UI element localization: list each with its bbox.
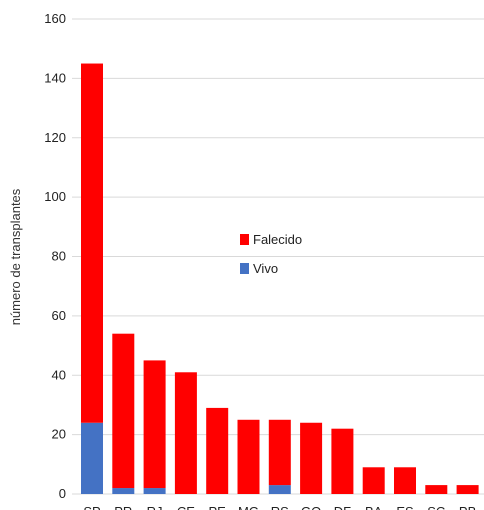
x-axis-categories: SP PR RJ CE PE MG RS GO DF BA ES SC PB	[83, 504, 476, 510]
bar-falecido-rj	[143, 360, 166, 489]
bar-falecido-pr	[112, 333, 135, 489]
y-tick-label: 80	[52, 249, 66, 264]
bar-falecido-pb	[456, 485, 479, 494]
legend-label-falecido: Falecido	[253, 232, 302, 247]
x-category-label: GO	[301, 504, 321, 510]
x-category-label: CE	[177, 504, 195, 510]
bar-falecido-mg	[237, 419, 260, 494]
y-axis-label: número de transplantes	[8, 188, 23, 325]
bar-falecido-pe	[206, 407, 229, 494]
bar-falecido-rs	[268, 419, 291, 486]
x-category-label: RJ	[147, 504, 163, 510]
bar-vivo-sp	[81, 422, 103, 494]
bar-falecido-sp	[81, 63, 103, 423]
x-category-label: DF	[334, 504, 351, 510]
y-tick-label: 140	[44, 70, 66, 85]
legend-swatch-falecido	[240, 234, 249, 245]
legend: Falecido Vivo	[240, 232, 302, 276]
bar-vivo-rs	[268, 485, 291, 494]
y-tick-label: 100	[44, 189, 66, 204]
y-tick-label: 160	[44, 11, 66, 26]
x-category-label: PB	[459, 504, 476, 510]
bar-falecido-ba	[362, 467, 385, 494]
x-category-label: PR	[114, 504, 132, 510]
x-category-label: SC	[427, 504, 445, 510]
y-tick-label: 60	[52, 308, 66, 323]
y-tick-label: 120	[44, 130, 66, 145]
x-category-label: MG	[238, 504, 259, 510]
bar-falecido-go	[300, 422, 323, 494]
y-tick-label: 40	[52, 367, 66, 382]
gridlines	[72, 18, 484, 495]
legend-label-vivo: Vivo	[253, 261, 278, 276]
x-category-label: SP	[83, 504, 100, 510]
y-axis-ticks: 0 20 40 60 80 100 120 140 160	[44, 11, 66, 501]
x-category-label: ES	[396, 504, 414, 510]
x-category-label: RS	[271, 504, 289, 510]
bars	[81, 63, 479, 494]
bar-vivo-pr	[112, 488, 135, 494]
bar-falecido-ce	[174, 372, 197, 494]
bar-falecido-es	[394, 467, 416, 494]
x-category-label: BA	[365, 504, 383, 510]
y-tick-label: 0	[59, 486, 66, 501]
x-category-label: PE	[209, 504, 227, 510]
bar-falecido-df	[331, 428, 354, 494]
legend-swatch-vivo	[240, 263, 249, 274]
bar-vivo-rj	[143, 488, 166, 494]
y-tick-label: 20	[52, 427, 66, 442]
bar-falecido-sc	[425, 485, 448, 494]
